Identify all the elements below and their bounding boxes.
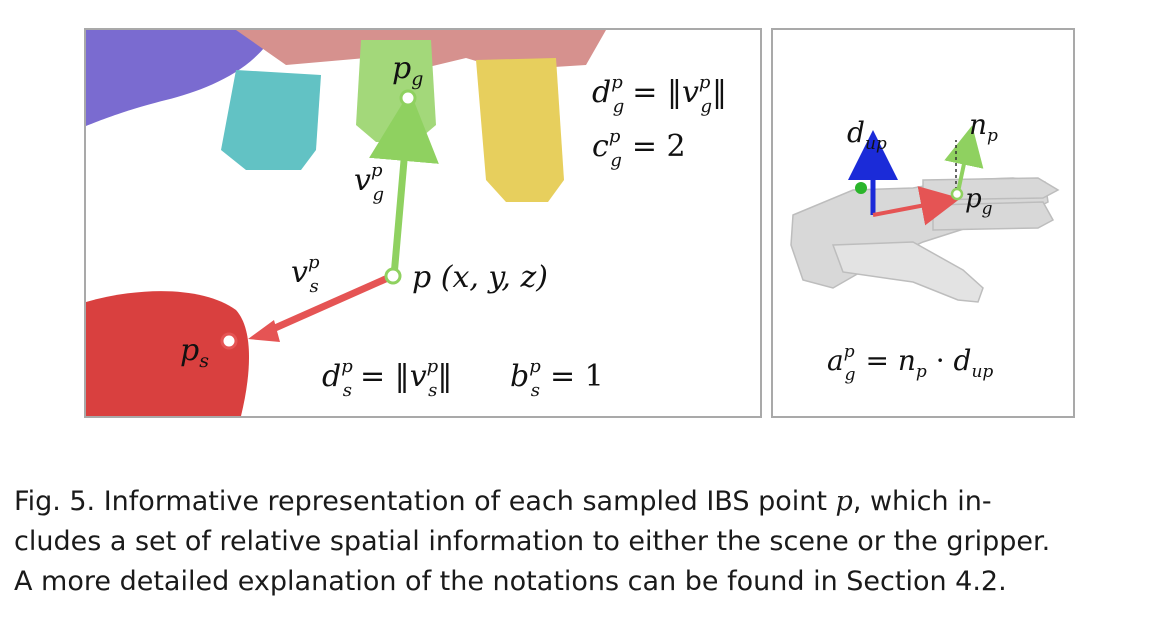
caption-text: , which in- [852, 486, 992, 517]
eq-bs: bp s = 1 [510, 356, 604, 401]
purple-object [86, 30, 276, 126]
label-dup: dup [847, 116, 887, 154]
label-vg: vp g [354, 160, 384, 205]
label-np: np [969, 108, 998, 146]
label-pg: pg [392, 51, 423, 90]
eq-ds: dp s = ‖vp s‖ [322, 356, 452, 401]
yellow-finger [476, 58, 564, 202]
eq-ag: ap g = np · dup [827, 342, 993, 385]
label-ps: ps [180, 333, 209, 372]
caption-line-1: Fig. 5. Informative representation of ea… [14, 482, 1164, 522]
caption-text: Fig. 5. Informative representation of ea… [14, 486, 836, 517]
left-panel-illustration: pg ps vp g vp s p (x, y, z) dp g = ‖vp g‖ cp g… [86, 30, 727, 416]
robot-hand [790, 177, 1060, 303]
vector-vs-arrowhead [248, 320, 280, 342]
label-point-p: p (x, y, z) [412, 260, 548, 295]
caption-variable-p: p [835, 486, 853, 517]
cyan-finger [221, 70, 321, 170]
figure-caption: Fig. 5. Informative representation of ea… [14, 482, 1164, 602]
green-axis-dot [855, 182, 867, 194]
figure-right-panel: dup np pg ap g = np · dup [771, 28, 1075, 418]
scene-object [86, 291, 250, 416]
eq-dg: dp g = ‖vp g‖ [592, 72, 727, 117]
eq-cg: cp g = 2 [592, 126, 686, 171]
figure-left-panel: pg ps vp g vp s p (x, y, z) dp g = ‖vp g‖ cp g… [84, 28, 762, 418]
point-pg [399, 89, 417, 107]
point-pg-right [950, 187, 964, 201]
vector-vs [264, 273, 392, 336]
point-ps [220, 332, 238, 350]
vector-red-axis [872, 186, 961, 226]
right-panel-illustration: dup np pg ap g = np · dup [790, 108, 1060, 385]
vector-vg [369, 91, 439, 277]
caption-line-3: A more detailed explanation of the notat… [14, 566, 1007, 597]
vector-np [944, 125, 984, 193]
label-vs: vp s [291, 252, 320, 297]
label-pg-right: pg [965, 184, 993, 219]
point-p [384, 267, 402, 285]
caption-line-2: cludes a set of relative spatial informa… [14, 526, 1051, 557]
